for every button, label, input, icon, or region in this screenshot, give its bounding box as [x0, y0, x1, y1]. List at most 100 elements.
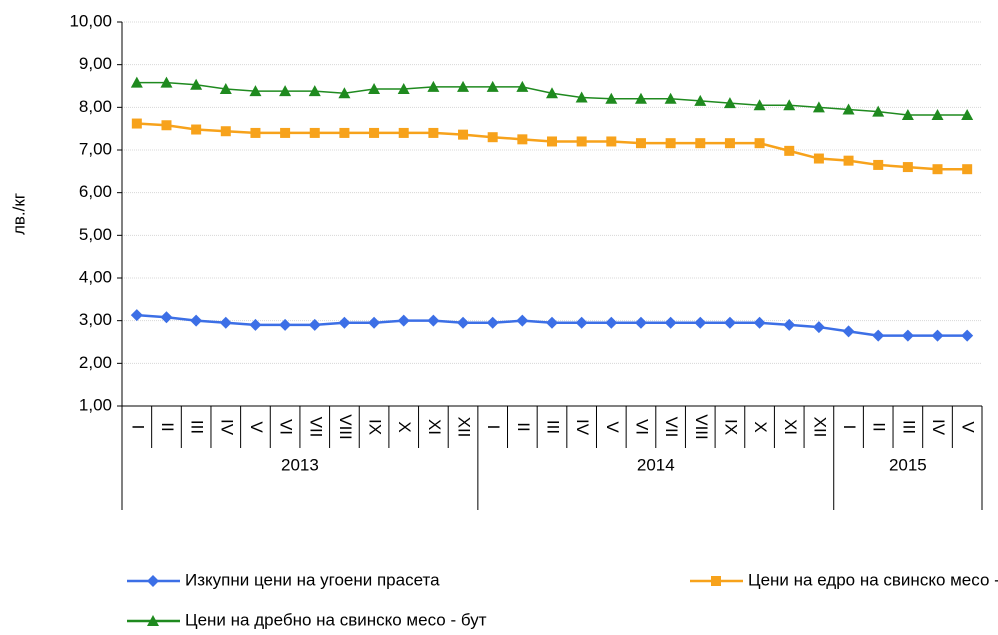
data-point: [547, 136, 557, 147]
data-point: [873, 159, 884, 170]
data-point: [812, 101, 825, 113]
data-point: [457, 316, 470, 329]
data-point: [753, 316, 766, 329]
x-tick-label: IV: [217, 419, 236, 436]
data-point: [842, 325, 855, 338]
data-point: [160, 76, 173, 88]
data-point: [664, 316, 677, 329]
data-point: [605, 316, 618, 329]
x-tick-label: VIII: [336, 414, 355, 440]
data-point: [783, 318, 796, 331]
y-tick-label: 10,00: [69, 11, 112, 30]
data-point: [191, 124, 202, 135]
legend-label: Цени на дребно на свинско месо - бут: [185, 610, 487, 629]
x-tick-label: VI: [277, 419, 296, 435]
y-tick-label: 7,00: [79, 139, 112, 158]
data-point: [606, 136, 617, 147]
data-point: [338, 316, 351, 329]
data-point: [427, 314, 440, 327]
data-point: [368, 82, 381, 94]
data-point: [634, 316, 647, 329]
data-point: [902, 162, 913, 173]
x-tick-label: IX: [366, 419, 385, 435]
x-tick-label: X: [395, 421, 414, 432]
x-tick-label: X: [751, 421, 770, 432]
data-point: [784, 145, 795, 156]
data-point: [842, 103, 855, 115]
x-tick-label: I: [840, 425, 859, 430]
x-group-label: 2013: [281, 455, 319, 474]
data-point: [812, 321, 825, 334]
data-point: [635, 138, 646, 149]
data-point: [754, 138, 765, 149]
data-point: [517, 134, 528, 145]
legend-marker: [711, 576, 721, 586]
x-tick-label: VII: [662, 417, 681, 438]
data-point: [843, 155, 854, 166]
y-axis-label: лв./кг: [9, 193, 28, 235]
y-tick-label: 4,00: [79, 267, 112, 286]
data-point: [249, 318, 262, 331]
x-tick-label: VI: [632, 419, 651, 435]
data-point: [634, 92, 647, 104]
data-point: [605, 92, 618, 104]
data-point: [458, 129, 469, 140]
data-point: [813, 153, 824, 164]
x-tick-label: XI: [425, 419, 444, 435]
data-point: [961, 329, 974, 342]
legend-marker: [147, 615, 159, 626]
x-tick-label: V: [603, 421, 622, 433]
y-tick-label: 1,00: [79, 395, 112, 414]
x-tick-label: IV: [573, 419, 592, 436]
legend-label: Цени на едро на свинско месо - бут: [748, 570, 998, 589]
data-point: [338, 87, 351, 99]
data-point: [783, 99, 796, 111]
y-tick-label: 5,00: [79, 225, 112, 244]
data-point: [546, 87, 558, 99]
data-point: [190, 314, 203, 327]
data-point: [368, 316, 381, 329]
x-tick-label: XII: [455, 417, 474, 438]
data-point: [250, 127, 261, 138]
data-point: [308, 318, 321, 331]
data-point: [190, 78, 203, 90]
data-point: [397, 82, 410, 94]
data-point: [516, 80, 529, 92]
x-tick-label: IX: [721, 419, 740, 435]
x-tick-label: I: [484, 425, 503, 430]
x-tick-label: I: [128, 425, 147, 430]
data-point: [695, 138, 706, 149]
data-point: [130, 309, 143, 322]
x-tick-label: III: [899, 420, 918, 434]
data-point: [279, 85, 292, 97]
data-point: [130, 76, 143, 88]
data-point: [901, 329, 914, 342]
y-tick-label: 9,00: [79, 54, 112, 73]
data-point: [932, 164, 943, 175]
x-tick-label: II: [158, 422, 177, 431]
x-tick-label: IV: [929, 419, 948, 436]
data-point: [397, 314, 410, 327]
data-point: [220, 126, 231, 137]
data-point: [249, 85, 262, 97]
data-point: [664, 92, 677, 104]
data-point: [575, 316, 588, 329]
x-tick-label: V: [247, 421, 266, 433]
data-point: [962, 164, 973, 175]
data-point: [487, 132, 498, 143]
x-tick-label: VII: [306, 417, 325, 438]
legend-marker: [147, 575, 159, 587]
data-point: [872, 329, 885, 342]
data-point: [516, 314, 529, 327]
data-point: [398, 127, 409, 138]
data-point: [576, 136, 587, 147]
y-tick-label: 3,00: [79, 310, 112, 329]
data-point: [131, 118, 142, 129]
data-point: [280, 127, 291, 138]
data-point: [546, 316, 558, 329]
x-group-label: 2014: [637, 455, 675, 474]
data-point: [575, 91, 588, 103]
data-point: [931, 329, 944, 342]
x-tick-label: III: [188, 420, 207, 434]
